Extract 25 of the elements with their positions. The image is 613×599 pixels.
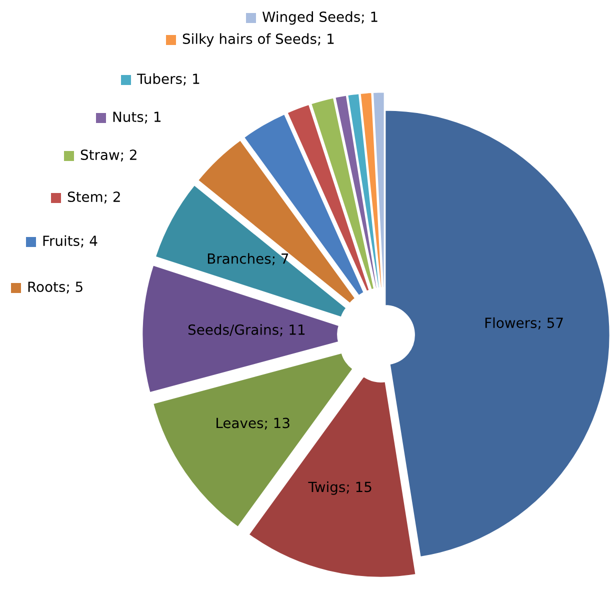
slice-label: Branches (208, 253, 271, 264)
slice-label: Leaves (216, 418, 264, 428)
slice-label: Twigs (308, 481, 346, 495)
data-label: ; 1 (144, 112, 161, 124)
data-label: ; 2 (120, 150, 136, 162)
data-label: ; 1 (362, 12, 378, 24)
legend-label: Straw (80, 150, 120, 160)
data-label: ; 13 (264, 418, 290, 430)
data-label: ; 2 (104, 192, 120, 204)
legend-label: Tubers (136, 73, 182, 84)
legend-label: Fruits (43, 235, 80, 246)
data-label: ; 11 (280, 324, 305, 336)
data-label: ; 5 (66, 282, 82, 294)
legend-label: Winged Seeds (262, 11, 360, 25)
legend-label: Silky hairs of Seeds (182, 33, 316, 47)
slice-label: Flowers (485, 317, 537, 328)
data-label: ; 57 (538, 318, 563, 330)
legend-label: Stem (68, 192, 102, 202)
data-label: ; 15 (346, 482, 372, 494)
data-label: ; 1 (318, 34, 334, 46)
slice-label: Seeds/Grains (188, 324, 278, 336)
legend-label: Nuts (113, 112, 144, 122)
data-label: ; 4 (81, 236, 98, 248)
legend-label: Roots (28, 282, 66, 292)
data-label: ; 1 (184, 74, 200, 86)
